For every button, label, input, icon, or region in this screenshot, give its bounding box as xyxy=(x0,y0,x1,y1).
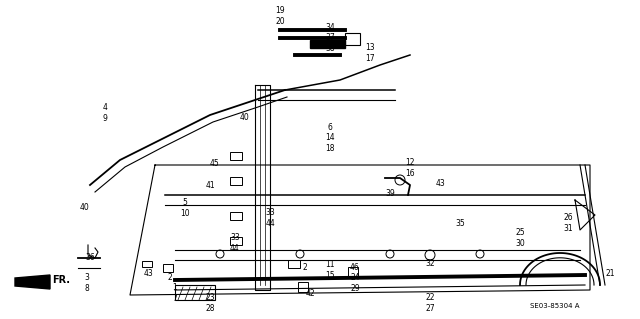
Text: 40: 40 xyxy=(240,114,250,122)
Bar xyxy=(348,267,358,277)
Text: SE03-85304 A: SE03-85304 A xyxy=(530,303,579,309)
Bar xyxy=(142,261,152,267)
Text: 19
20: 19 20 xyxy=(275,6,285,26)
Text: 5
10: 5 10 xyxy=(180,198,190,218)
Bar xyxy=(230,177,242,185)
Text: 40: 40 xyxy=(80,204,90,212)
Text: 21: 21 xyxy=(605,269,615,278)
Text: 1
7: 1 7 xyxy=(173,283,177,303)
Text: 6
14
18: 6 14 18 xyxy=(325,123,335,153)
Bar xyxy=(163,264,173,272)
Text: 39: 39 xyxy=(385,189,395,197)
Text: 25
30: 25 30 xyxy=(515,228,525,248)
Text: 13
17: 13 17 xyxy=(365,43,375,63)
Polygon shape xyxy=(15,275,50,289)
Text: FR.: FR. xyxy=(52,275,70,285)
Text: 22
27: 22 27 xyxy=(425,293,435,313)
Text: 45: 45 xyxy=(210,159,220,167)
Bar xyxy=(310,40,345,48)
Text: 33
44: 33 44 xyxy=(265,208,275,228)
Text: 42: 42 xyxy=(305,288,315,298)
Text: 4
9: 4 9 xyxy=(102,103,108,123)
Text: 33
44: 33 44 xyxy=(230,233,240,253)
Text: 2: 2 xyxy=(168,273,172,283)
Bar xyxy=(230,152,242,160)
Bar xyxy=(345,33,360,45)
Text: 43: 43 xyxy=(143,269,153,278)
Bar xyxy=(298,282,308,292)
Text: 41: 41 xyxy=(205,182,215,190)
Text: 23
28: 23 28 xyxy=(205,293,215,313)
Text: 35: 35 xyxy=(455,219,465,227)
Bar xyxy=(230,212,242,220)
Text: 26
31: 26 31 xyxy=(563,213,573,233)
Text: 46
24
29: 46 24 29 xyxy=(350,263,360,293)
Bar xyxy=(288,260,300,268)
Text: 2: 2 xyxy=(303,263,307,272)
Text: 32: 32 xyxy=(425,258,435,268)
Text: 12
16: 12 16 xyxy=(405,158,415,178)
Bar xyxy=(175,285,215,300)
Text: 34
37
38: 34 37 38 xyxy=(325,23,335,53)
Text: 11
15: 11 15 xyxy=(325,260,335,280)
Bar xyxy=(230,237,242,245)
Text: 43: 43 xyxy=(435,179,445,188)
Text: 3
8: 3 8 xyxy=(84,273,90,293)
Text: 36: 36 xyxy=(85,254,95,263)
